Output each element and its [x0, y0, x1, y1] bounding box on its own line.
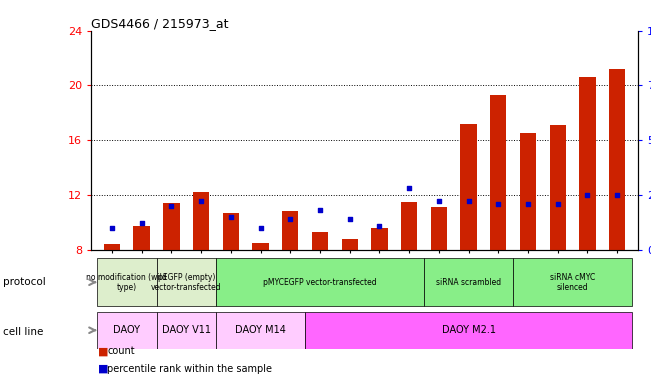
Point [226, 214, 236, 220]
Bar [193, 192, 209, 250]
Bar [216, 258, 424, 306]
Bar [460, 124, 477, 250]
Text: pEGFP (empty)
vector-transfected: pEGFP (empty) vector-transfected [151, 273, 221, 292]
Bar [305, 312, 632, 349]
Bar [513, 258, 632, 306]
Point [434, 199, 444, 205]
Text: no modification (wild
type): no modification (wild type) [87, 273, 167, 292]
Point [553, 200, 563, 207]
Point [344, 216, 355, 222]
Bar [104, 244, 120, 250]
Point [255, 225, 266, 231]
Bar [253, 243, 269, 250]
Text: ■: ■ [98, 364, 108, 374]
Bar [282, 211, 298, 250]
Text: siRNA scrambled: siRNA scrambled [436, 278, 501, 287]
Point [374, 222, 385, 228]
Text: DAOY M14: DAOY M14 [235, 325, 286, 335]
Bar [431, 207, 447, 250]
Text: GDS4466 / 215973_at: GDS4466 / 215973_at [91, 17, 229, 30]
Text: cell line: cell line [3, 327, 44, 337]
Bar [371, 228, 387, 250]
Point [107, 225, 117, 231]
Point [404, 185, 414, 191]
Text: pMYCEGFP vector-transfected: pMYCEGFP vector-transfected [263, 278, 377, 287]
Point [166, 203, 176, 209]
Text: count: count [107, 346, 135, 356]
Text: percentile rank within the sample: percentile rank within the sample [107, 364, 272, 374]
Bar [156, 312, 216, 349]
Bar [163, 203, 180, 250]
Text: DAOY: DAOY [113, 325, 141, 335]
Point [612, 192, 622, 198]
Text: protocol: protocol [3, 277, 46, 287]
Bar [424, 258, 513, 306]
Bar [133, 226, 150, 250]
Bar [342, 239, 358, 250]
Point [196, 199, 206, 205]
Point [464, 199, 474, 205]
Point [523, 200, 533, 207]
Text: ■: ■ [98, 346, 108, 356]
Text: DAOY V11: DAOY V11 [161, 325, 211, 335]
Bar [520, 133, 536, 250]
Text: DAOY M2.1: DAOY M2.1 [441, 325, 495, 335]
Bar [490, 95, 506, 250]
Point [493, 200, 503, 207]
Bar [216, 312, 305, 349]
Bar [312, 232, 328, 250]
Text: siRNA cMYC
silenced: siRNA cMYC silenced [550, 273, 595, 292]
Bar [609, 69, 626, 250]
Point [315, 207, 326, 213]
Bar [549, 125, 566, 250]
Bar [579, 77, 596, 250]
Point [285, 216, 296, 222]
Bar [97, 312, 156, 349]
Bar [97, 258, 156, 306]
Bar [156, 258, 216, 306]
Bar [223, 213, 239, 250]
Point [137, 220, 147, 227]
Point [582, 192, 592, 198]
Bar [401, 202, 417, 250]
